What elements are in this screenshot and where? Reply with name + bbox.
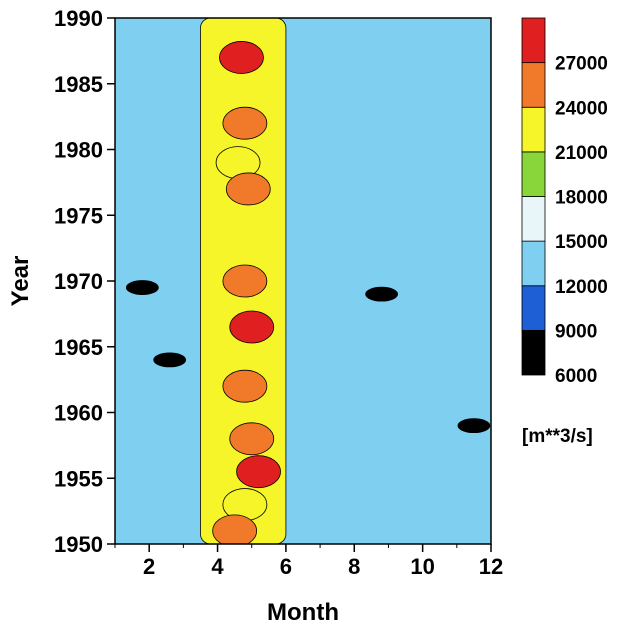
- y-tick-label: 1985: [54, 72, 103, 97]
- x-tick-label: 2: [143, 554, 155, 579]
- colorbar-swatch: [521, 285, 546, 331]
- x-tick-label: 12: [479, 554, 503, 579]
- colorbar-tick-label: 27000: [555, 54, 608, 75]
- colorbar-tick-label: 6000: [555, 366, 597, 387]
- low-flow-15: [457, 418, 491, 434]
- colorbar-tick-label: 21000: [555, 143, 608, 164]
- colorbar-swatch: [521, 151, 546, 197]
- y-tick-label: 1950: [54, 532, 103, 557]
- y-tick-label: 1965: [54, 335, 103, 360]
- low-flow-13: [153, 352, 187, 368]
- colorbar-swatch: [521, 62, 546, 108]
- colorbar: 6000 9000 12000 15000 18000 21000 24000 27000: [521, 17, 608, 387]
- high-peak-7: [222, 369, 268, 403]
- colorbar-tick-label: 15000: [555, 232, 608, 253]
- y-axis-title: Year: [7, 256, 34, 307]
- high-peak-8: [229, 422, 275, 456]
- y-tick-label: 1970: [54, 269, 103, 294]
- x-tick-label: 10: [410, 554, 434, 579]
- high-peak-1: [219, 41, 264, 74]
- low-flow-12: [125, 280, 159, 295]
- y-tick-label: 1980: [54, 138, 103, 163]
- heatmap-base: [115, 18, 491, 544]
- x-tick-label: 6: [280, 554, 292, 579]
- high-peak-5: [222, 264, 268, 298]
- high-peak-2: [222, 106, 268, 140]
- plot-area: [115, 18, 491, 544]
- x-tick-label: 4: [211, 554, 224, 579]
- low-flow-14: [365, 286, 399, 302]
- x-tick-label: 8: [348, 554, 360, 579]
- y-tick-label: 1975: [54, 203, 103, 228]
- y-tick-label: 1960: [54, 401, 103, 426]
- colorbar-swatch: [521, 240, 546, 287]
- colorbar-unit: [m**3/s]: [522, 426, 593, 447]
- y-tick-label: 1990: [54, 6, 103, 31]
- y-tick-label: 1955: [54, 466, 103, 491]
- colorbar-tick-label: 9000: [555, 321, 597, 342]
- high-peak-4: [225, 172, 271, 206]
- colorbar-tick-label: 24000: [555, 98, 608, 119]
- colorbar-swatch: [521, 17, 546, 64]
- colorbar-swatch: [521, 329, 546, 376]
- colorbar-tick-label: 18000: [555, 188, 608, 209]
- high-peak-9: [236, 455, 281, 489]
- colorbar-tick-label: 12000: [555, 277, 608, 298]
- colorbar-swatch: [521, 196, 546, 242]
- high-peak-6: [229, 310, 275, 344]
- colorbar-swatch: [521, 106, 546, 153]
- axes: 2 4 6 8 10 12 1950 1955 1960 1965 1970 1975 1980 1985…: [54, 6, 503, 579]
- x-axis-title: Month: [267, 599, 339, 626]
- high-peak-11: [212, 514, 258, 544]
